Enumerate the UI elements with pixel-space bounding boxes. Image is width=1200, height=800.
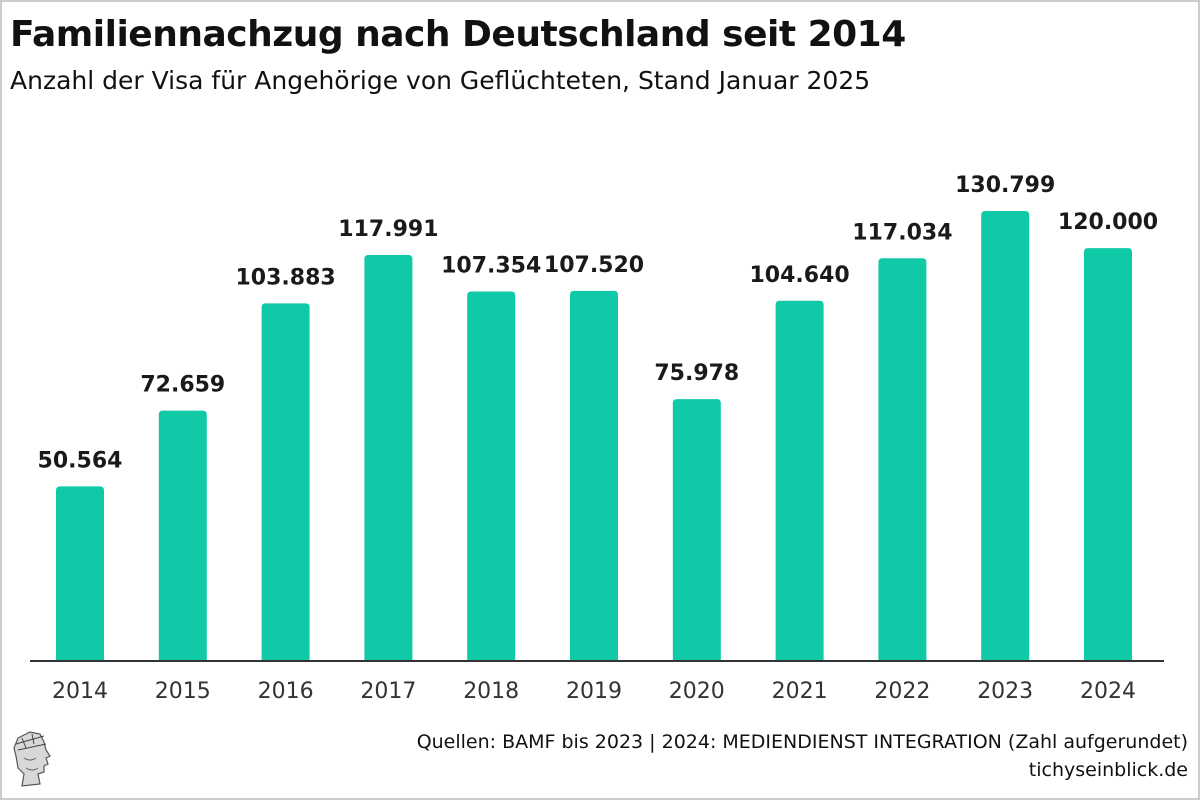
- value-label-2018: 107.354: [441, 253, 541, 278]
- bar-2016: [261, 303, 310, 660]
- value-label-2024: 120.000: [1058, 210, 1158, 235]
- value-label-2014: 50.564: [38, 448, 123, 473]
- value-label-2023: 130.799: [955, 173, 1055, 198]
- x-tick-label-2019: 2019: [566, 679, 622, 704]
- bar-2022: [878, 258, 927, 660]
- x-tick-label-2022: 2022: [874, 679, 930, 704]
- bar-2017: [364, 254, 413, 661]
- x-tick-label-2020: 2020: [669, 679, 725, 704]
- x-tick-label-2021: 2021: [772, 679, 828, 704]
- value-label-2016: 103.883: [235, 265, 335, 290]
- value-label-2021: 104.640: [749, 263, 849, 288]
- x-tick-label-2015: 2015: [155, 679, 211, 704]
- bar-2014: [56, 486, 104, 660]
- bar-2021: [775, 300, 824, 660]
- bar-2019: [570, 290, 618, 660]
- x-tick-label-2014: 2014: [52, 679, 108, 704]
- value-label-2015: 72.659: [140, 373, 225, 398]
- site-credit: tichyseinblick.de: [1028, 759, 1188, 781]
- value-label-2020: 75.978: [654, 361, 739, 386]
- bar-2020: [672, 399, 721, 660]
- value-label-2019: 107.520: [544, 253, 644, 278]
- x-tick-label-2023: 2023: [977, 679, 1033, 704]
- x-tick-label-2024: 2024: [1080, 679, 1136, 704]
- chart-title: Familiennachzug nach Deutschland seit 20…: [10, 14, 906, 55]
- chart-subtitle: Anzahl der Visa für Angehörige von Geflü…: [10, 66, 871, 95]
- x-tick-label-2017: 2017: [360, 679, 416, 704]
- source-note: Quellen: BAMF bis 2023 | 2024: MEDIENDIE…: [416, 731, 1188, 753]
- x-tick-label-2016: 2016: [258, 679, 314, 704]
- bar-2015: [158, 410, 207, 660]
- value-label-2022: 117.034: [852, 220, 952, 245]
- value-label-2017: 117.991: [338, 217, 438, 242]
- x-tick-label-2018: 2018: [463, 679, 519, 704]
- bar-2018: [467, 291, 516, 660]
- hermes-head-logo-icon: [13, 731, 51, 787]
- bar-2023: [981, 211, 1030, 660]
- bar-2024: [1084, 248, 1132, 660]
